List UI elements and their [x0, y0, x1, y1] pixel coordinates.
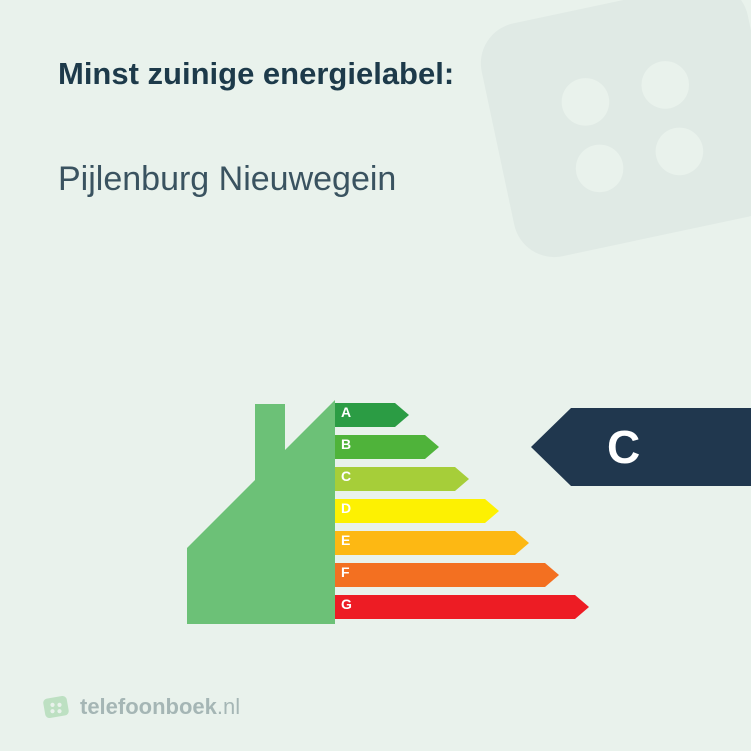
- energy-label-chart: A B C D E F G: [155, 370, 595, 630]
- house-icon: [155, 370, 335, 630]
- result-arrow-shape: [531, 408, 751, 486]
- bar-label: D: [341, 500, 351, 516]
- bar-label: C: [341, 468, 351, 484]
- bar-label: A: [341, 404, 351, 420]
- brand-text: telefoonboek.nl: [80, 694, 240, 720]
- bar-label: G: [341, 596, 352, 612]
- location-name: Pijlenburg Nieuwegein: [58, 160, 396, 199]
- watermark-icon: [429, 0, 751, 322]
- brand-name-tld: .nl: [217, 694, 240, 719]
- bar-label: B: [341, 436, 351, 452]
- brand-icon: [42, 693, 70, 721]
- brand-name-bold: telefoonboek: [80, 694, 217, 719]
- bar-label: E: [341, 532, 350, 548]
- footer-brand: telefoonboek.nl: [42, 693, 240, 721]
- result-letter: C: [607, 420, 640, 474]
- page-title: Minst zuinige energielabel:: [58, 56, 454, 92]
- bar-label: F: [341, 564, 350, 580]
- result-badge: C: [531, 408, 751, 486]
